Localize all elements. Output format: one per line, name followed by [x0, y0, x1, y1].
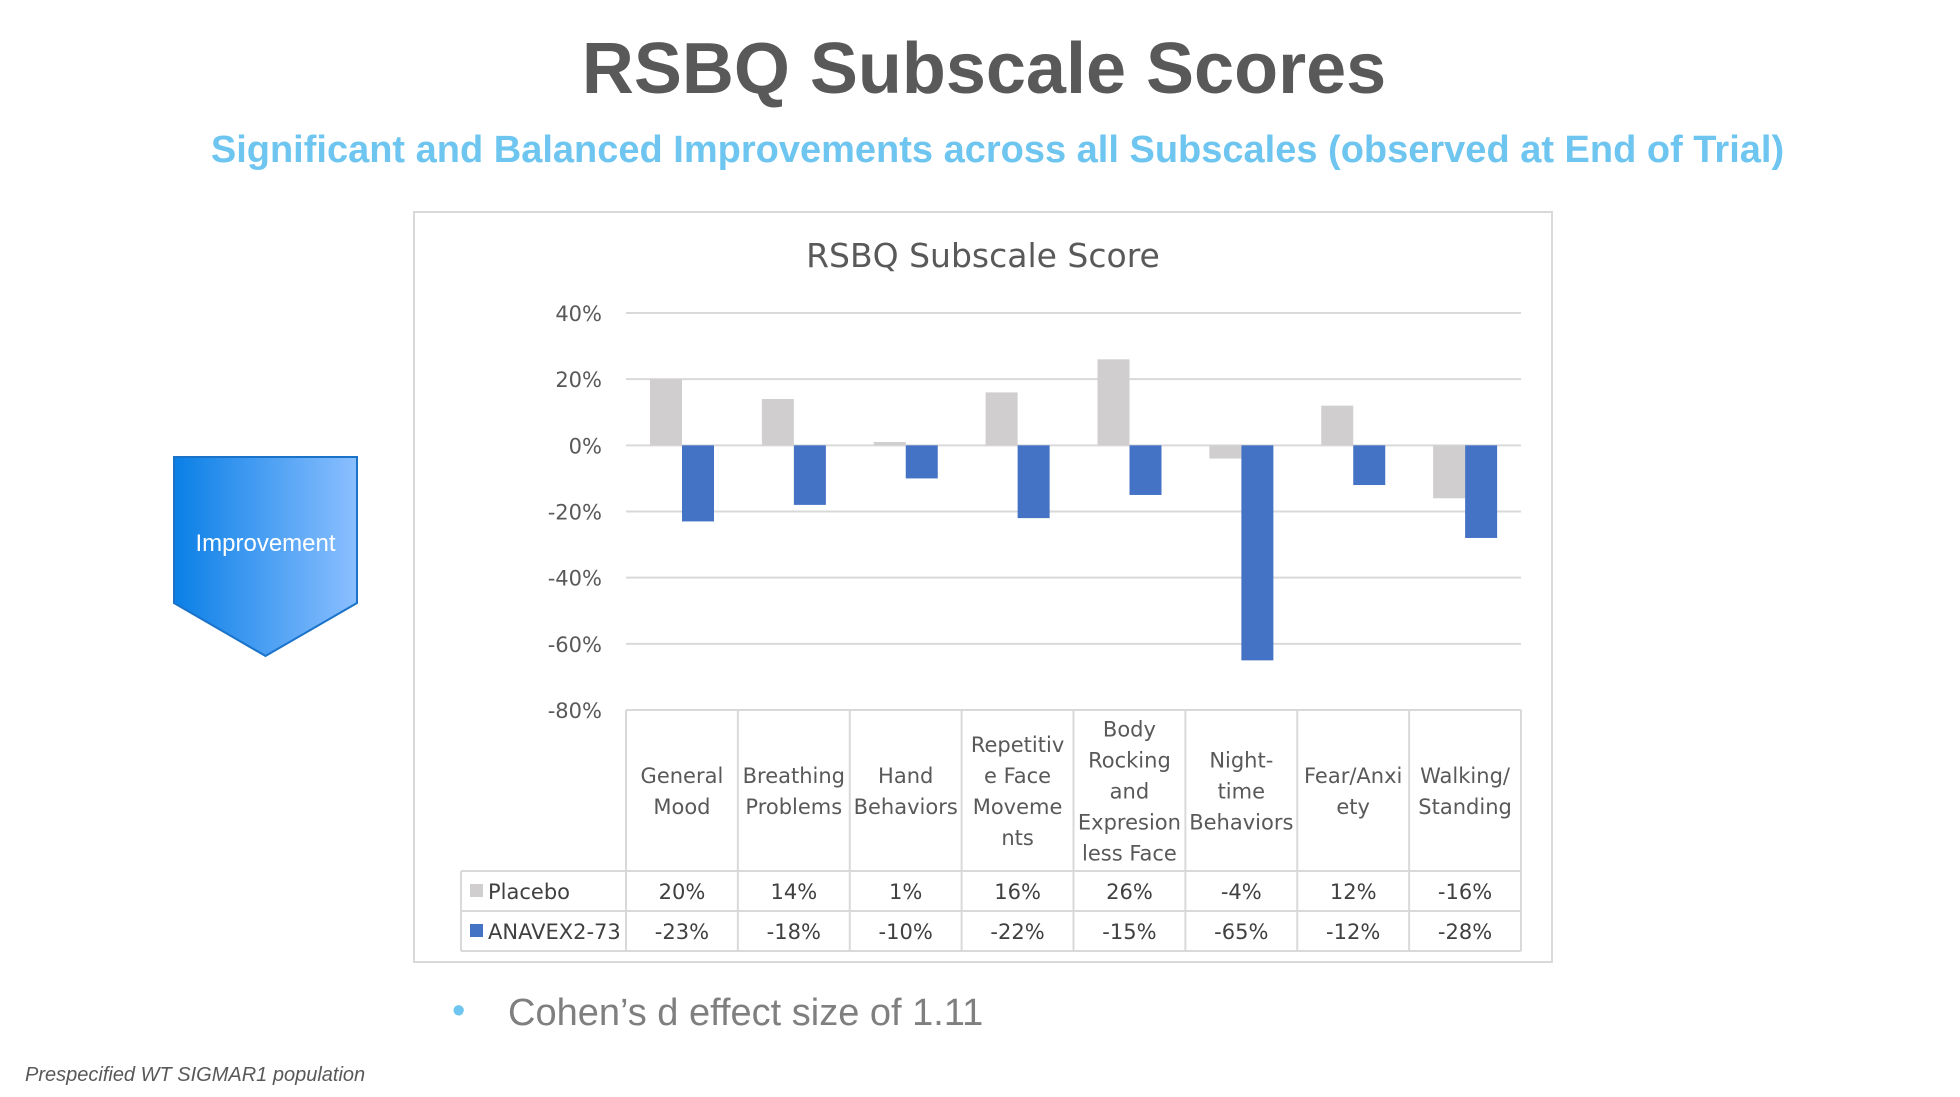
- category-label: Breathing: [743, 764, 845, 788]
- legend-label: ANAVEX2-73: [488, 920, 621, 944]
- data-value: -15%: [1102, 920, 1156, 944]
- category-label: time: [1218, 780, 1265, 804]
- data-value: 1%: [889, 880, 922, 904]
- category-label: Behaviors: [854, 795, 958, 819]
- bar-placebo: [1433, 445, 1466, 499]
- bar-placebo: [873, 442, 906, 446]
- category-label: Standing: [1418, 795, 1512, 819]
- y-tick-label: 20%: [555, 368, 602, 392]
- bar-anavex2-73: [1353, 445, 1386, 486]
- y-tick-label: -20%: [548, 501, 602, 525]
- bar-placebo: [985, 392, 1018, 446]
- data-value: -18%: [767, 920, 821, 944]
- category-label: Rocking: [1088, 749, 1171, 773]
- legend-swatch-anavex2-73: [470, 924, 483, 937]
- data-value: 20%: [659, 880, 706, 904]
- category-label: e Face: [984, 764, 1051, 788]
- y-tick-label: -40%: [548, 567, 602, 591]
- bar-anavex2-73: [1465, 445, 1498, 538]
- data-value: -12%: [1326, 920, 1380, 944]
- category-label: Repetitiv: [971, 733, 1064, 757]
- data-value: -28%: [1438, 920, 1492, 944]
- category-label: General: [641, 764, 724, 788]
- data-value: 16%: [994, 880, 1041, 904]
- chart-title: RSBQ Subscale Score: [806, 236, 1160, 275]
- legend-swatch-placebo: [470, 884, 483, 897]
- category-label: Hand: [878, 764, 933, 788]
- bar-anavex2-73: [1241, 445, 1274, 661]
- data-value: -23%: [655, 920, 709, 944]
- data-value: 26%: [1106, 880, 1153, 904]
- data-value: 12%: [1330, 880, 1377, 904]
- data-value: -22%: [990, 920, 1044, 944]
- bar-placebo: [761, 399, 794, 446]
- y-tick-label: 40%: [555, 302, 602, 326]
- bar-anavex2-73: [1017, 445, 1050, 519]
- data-value: -65%: [1214, 920, 1268, 944]
- bar-anavex2-73: [905, 445, 938, 479]
- effect-size-text: Cohen’s d effect size of 1.11: [508, 992, 984, 1034]
- bullet-icon: •: [452, 990, 466, 1032]
- category-label: Problems: [745, 795, 842, 819]
- bar-placebo: [1209, 445, 1242, 459]
- category-label: Night-: [1209, 749, 1273, 773]
- category-label: ety: [1336, 795, 1370, 819]
- category-label: Fear/Anxi: [1304, 764, 1402, 788]
- y-tick-label: 0%: [569, 434, 602, 458]
- category-label: less Face: [1082, 842, 1177, 866]
- category-label: Mood: [653, 795, 710, 819]
- improvement-label: Improvement: [195, 530, 336, 557]
- bar-anavex2-73: [682, 445, 714, 522]
- category-label: Expresion: [1078, 811, 1181, 835]
- category-label: nts: [1001, 826, 1033, 850]
- improvement-arrow: [173, 456, 358, 658]
- footnote: Prespecified WT SIGMAR1 population: [25, 1064, 366, 1086]
- category-label: Behaviors: [1189, 811, 1293, 835]
- chart-frame: [413, 211, 1553, 963]
- y-tick-label: -80%: [548, 699, 602, 723]
- bar-placebo: [1097, 359, 1130, 446]
- bar-placebo: [1321, 405, 1354, 446]
- legend-label: Placebo: [488, 880, 570, 904]
- category-label: Body: [1103, 718, 1156, 742]
- data-value: -4%: [1221, 880, 1262, 904]
- bar-anavex2-73: [1129, 445, 1162, 495]
- slide-subtitle: Significant and Balanced Improvements ac…: [210, 129, 1785, 171]
- category-label: Walking/: [1420, 764, 1511, 788]
- bar-placebo: [650, 379, 682, 446]
- category-label: Moveme: [973, 795, 1063, 819]
- slide-title: RSBQ Subscale Scores: [581, 29, 1387, 109]
- data-value: 14%: [770, 880, 817, 904]
- y-tick-label: -60%: [548, 633, 602, 657]
- category-label: and: [1110, 780, 1150, 804]
- bar-anavex2-73: [793, 445, 826, 505]
- data-value: -16%: [1438, 880, 1492, 904]
- data-value: -10%: [879, 920, 933, 944]
